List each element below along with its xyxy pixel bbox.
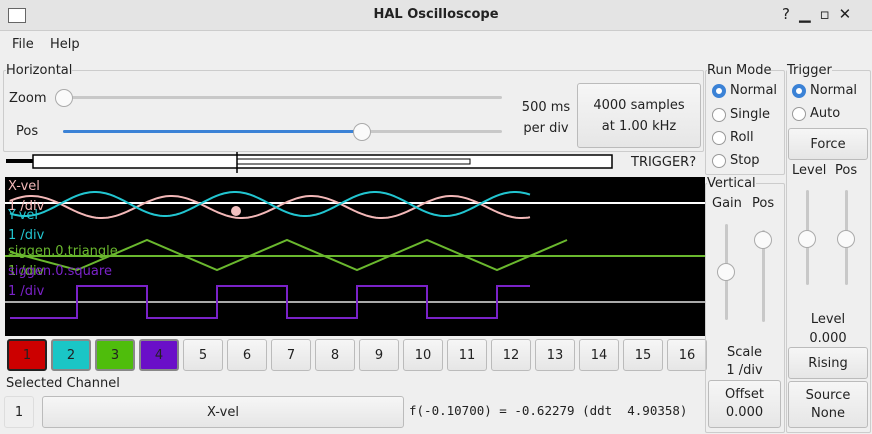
trace-x-vel <box>9 195 531 219</box>
trace-name: siggen.0.square <box>8 264 112 279</box>
scale-line: 1 /div <box>726 363 763 378</box>
selected-channel-number: 1 <box>4 396 34 428</box>
button-line: None <box>811 405 845 421</box>
channel-button[interactable]: 15 <box>623 339 663 371</box>
trace-square <box>10 285 530 319</box>
menu-item[interactable]: Help <box>50 37 80 52</box>
trace-triangle <box>9 238 568 272</box>
vpos-label: Pos <box>752 196 775 211</box>
source-button[interactable]: Source None <box>788 381 868 428</box>
button-line: Offset <box>724 387 765 402</box>
window-controls[interactable]: ?▁▫✕ <box>782 5 861 23</box>
zoom-label: Zoom <box>9 91 47 106</box>
channel-button[interactable]: 7 <box>271 339 311 371</box>
zoom-handle[interactable] <box>55 89 73 107</box>
radio-label[interactable]: Auto <box>810 106 841 121</box>
trace-scale: 1 /div <box>8 264 45 279</box>
vertical-scale: Scale 1 /div <box>708 344 781 380</box>
trace-scale: 1 /div <box>8 228 45 243</box>
channel-button[interactable]: 2 <box>51 339 91 371</box>
vpos-handle[interactable] <box>754 231 772 249</box>
channel-button[interactable]: 10 <box>403 339 443 371</box>
radio-label[interactable]: Normal <box>730 83 778 98</box>
position-bar <box>6 152 613 173</box>
radio-button[interactable] <box>792 107 806 121</box>
group-title: Run Mode <box>707 63 772 78</box>
trace-scale: 1 /div <box>8 199 45 214</box>
time-scale-line: 500 ms <box>521 100 571 115</box>
offset-button[interactable]: Offset 0.000 <box>708 380 781 428</box>
group-title: Trigger <box>787 63 832 78</box>
vpos-slider[interactable] <box>762 230 765 322</box>
horizontal-group <box>3 70 704 152</box>
view-window <box>236 158 471 165</box>
level-line: Level <box>810 312 846 327</box>
pos-slider-fill <box>63 130 362 133</box>
channel-readout: f(-0.10700) = -0.62279 (ddt 4.90358) <box>409 403 688 418</box>
channel-button[interactable]: 9 <box>359 339 399 371</box>
edge-button[interactable]: Rising <box>788 347 868 379</box>
trigger-status: TRIGGER? <box>631 155 697 170</box>
button-line: Source <box>805 387 851 403</box>
gain-label: Gain <box>712 196 742 211</box>
samples-button[interactable]: 4000 samples at 1.00 kHz <box>577 83 701 148</box>
selected-channel-title: Selected Channel <box>6 376 120 391</box>
button-line: 0.000 <box>725 405 764 420</box>
channel-button[interactable]: 5 <box>183 339 223 371</box>
selected-channel-name[interactable]: X-vel <box>42 396 404 428</box>
time-scale: 500 ms per div <box>516 97 576 139</box>
level-line: 0.000 <box>809 331 847 346</box>
radio-button[interactable] <box>712 108 726 122</box>
trace-name: siggen.0.triangle <box>8 244 118 259</box>
trace-name: X-vel <box>8 179 40 194</box>
trigger-level: Level 0.000 <box>788 310 868 348</box>
trace-scale: 1 /div <box>8 284 45 299</box>
radio-label[interactable]: Stop <box>730 153 760 168</box>
trace-name: Y-vel <box>7 208 38 223</box>
level-label: Level <box>792 163 827 178</box>
level-handle[interactable] <box>798 230 816 248</box>
pos-label: Pos <box>16 124 39 139</box>
trigger-pos-handle[interactable] <box>837 230 855 248</box>
channel-button[interactable]: 14 <box>579 339 619 371</box>
channel-button[interactable]: 4 <box>139 339 179 371</box>
radio-label[interactable]: Single <box>730 107 770 122</box>
radio-label[interactable]: Normal <box>810 83 858 98</box>
title-bar <box>0 0 872 31</box>
channel-button[interactable]: 11 <box>447 339 487 371</box>
radio-button[interactable] <box>712 84 726 98</box>
time-scale-line: per div <box>523 121 569 136</box>
trace-y-vel <box>9 191 531 217</box>
group-title: Horizontal <box>6 63 73 78</box>
channel-button[interactable]: 6 <box>227 339 267 371</box>
cursor-point <box>231 206 241 216</box>
channel-button[interactable]: 16 <box>667 339 707 371</box>
channel-button[interactable]: 13 <box>535 339 575 371</box>
scale-line: Scale <box>727 345 762 360</box>
trigger-pos-label: Pos <box>835 163 858 178</box>
radio-label[interactable]: Roll <box>730 130 754 145</box>
channel-button[interactable]: 1 <box>7 339 47 371</box>
force-button[interactable]: Force <box>788 128 868 160</box>
group-title: Vertical <box>707 176 756 191</box>
zoom-slider[interactable] <box>63 96 502 99</box>
channel-button[interactable]: 3 <box>95 339 135 371</box>
radio-button[interactable] <box>712 131 726 145</box>
radio-button[interactable] <box>792 84 806 98</box>
button-line: at 1.00 kHz <box>601 118 677 134</box>
radio-button[interactable] <box>712 154 726 168</box>
menu-item[interactable]: File <box>12 37 34 52</box>
channel-button[interactable]: 8 <box>315 339 355 371</box>
button-line: 4000 samples <box>593 97 685 113</box>
gain-handle[interactable] <box>717 263 735 281</box>
pos-handle[interactable] <box>353 123 371 141</box>
window-icon <box>8 8 26 23</box>
channel-button[interactable]: 12 <box>491 339 531 371</box>
window-title: HAL Oscilloscope <box>373 7 499 22</box>
